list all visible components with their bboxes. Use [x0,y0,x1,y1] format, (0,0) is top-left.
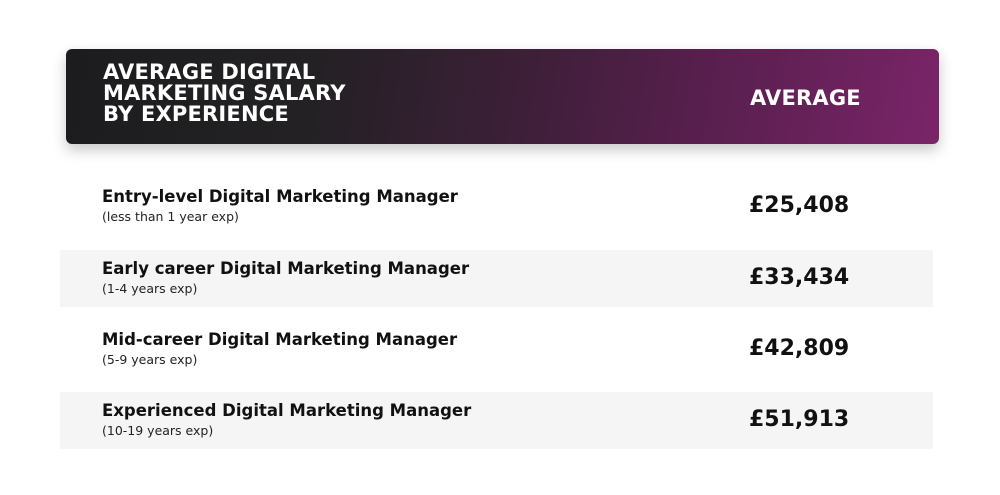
row-sublabel: (1-4 years exp) [102,281,198,296]
row-value: £51,913 [749,407,850,432]
table-row: Experienced Digital Marketing Manager (1… [60,392,933,449]
table-row: Early career Digital Marketing Manager (… [60,250,933,307]
table-row: Entry-level Digital Marketing Manager (l… [60,178,933,235]
table-row: Mid-career Digital Marketing Manager (5-… [60,321,933,378]
row-label: Early career Digital Marketing Manager [102,259,470,278]
row-label: Mid-career Digital Marketing Manager [102,330,458,349]
average-column-header: AVERAGE [750,86,861,110]
table-title: AVERAGE DIGITAL MARKETING SALARY BY EXPE… [103,60,346,126]
row-value: £33,434 [749,265,850,290]
row-sublabel: (5-9 years exp) [102,352,198,367]
row-label: Entry-level Digital Marketing Manager [102,187,458,206]
row-label: Experienced Digital Marketing Manager [102,401,472,420]
row-sublabel: (10-19 years exp) [102,423,214,438]
row-sublabel: (less than 1 year exp) [102,209,239,224]
row-value: £42,809 [749,336,850,361]
row-value: £25,408 [749,193,850,218]
table-header: AVERAGE DIGITAL MARKETING SALARY BY EXPE… [66,49,939,144]
